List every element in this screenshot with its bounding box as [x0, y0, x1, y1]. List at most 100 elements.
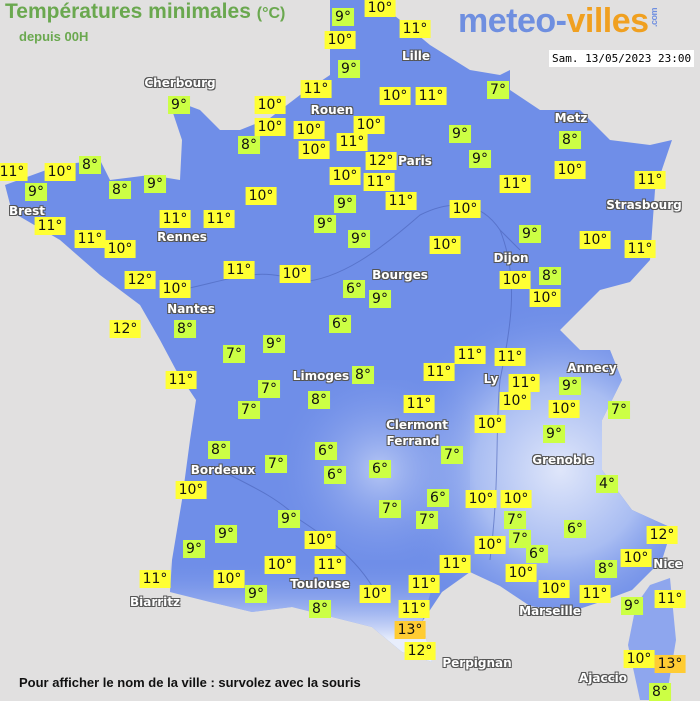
temperature-label[interactable]: 10° [213, 570, 245, 588]
temperature-label[interactable]: 11° [415, 87, 447, 105]
temperature-label[interactable]: 8° [109, 181, 131, 199]
temperature-label[interactable]: 10° [279, 265, 311, 283]
temperature-label[interactable]: 9° [314, 215, 336, 233]
temperature-label[interactable]: 10° [465, 490, 497, 508]
temperature-label[interactable]: 9° [25, 183, 47, 201]
temperature-label[interactable]: 11° [423, 363, 455, 381]
temperature-label[interactable]: 6° [315, 442, 337, 460]
temperature-label[interactable]: 6° [343, 280, 365, 298]
temperature-label[interactable]: 13° [394, 621, 426, 639]
temperature-label[interactable]: 6° [369, 460, 391, 478]
temperature-label[interactable]: 9° [449, 125, 471, 143]
temperature-label[interactable]: 6° [526, 545, 548, 563]
temperature-label[interactable]: 8° [174, 320, 196, 338]
temperature-label[interactable]: 8° [559, 131, 581, 149]
temperature-label[interactable]: 9° [348, 230, 370, 248]
temperature-label[interactable]: 9° [144, 175, 166, 193]
temperature-label[interactable]: 10° [379, 87, 411, 105]
temperature-label[interactable]: 11° [363, 173, 395, 191]
temperature-label[interactable]: 11° [454, 346, 486, 364]
temperature-label[interactable]: 10° [623, 650, 655, 668]
temperature-label[interactable]: 8° [208, 441, 230, 459]
temperature-label[interactable]: 10° [324, 31, 356, 49]
temperature-label[interactable]: 9° [519, 225, 541, 243]
temperature-label[interactable]: 11° [624, 240, 656, 258]
temperature-label[interactable]: 11° [74, 230, 106, 248]
temperature-label[interactable]: 10° [175, 481, 207, 499]
temperature-label[interactable]: 10° [104, 240, 136, 258]
temperature-label[interactable]: 10° [304, 531, 336, 549]
temperature-label[interactable]: 10° [298, 141, 330, 159]
temperature-label[interactable]: 11° [165, 371, 197, 389]
temperature-label[interactable]: 10° [538, 580, 570, 598]
temperature-label[interactable]: 8° [308, 391, 330, 409]
temperature-label[interactable]: 10° [359, 585, 391, 603]
temperature-label[interactable]: 7° [487, 81, 509, 99]
temperature-label[interactable]: 11° [634, 171, 666, 189]
temperature-label[interactable]: 9° [183, 540, 205, 558]
temperature-label[interactable]: 11° [336, 133, 368, 151]
temperature-label[interactable]: 7° [238, 401, 260, 419]
temperature-label[interactable]: 10° [254, 118, 286, 136]
temperature-label[interactable]: 11° [499, 175, 531, 193]
temperature-label[interactable]: 10° [529, 289, 561, 307]
temperature-label[interactable]: 8° [352, 366, 374, 384]
temperature-label[interactable]: 11° [508, 374, 540, 392]
temperature-label[interactable]: 10° [499, 392, 531, 410]
temperature-label[interactable]: 9° [369, 290, 391, 308]
temperature-label[interactable]: 10° [264, 556, 296, 574]
temperature-label[interactable]: 11° [203, 210, 235, 228]
temperature-label[interactable]: 7° [258, 380, 280, 398]
temperature-label[interactable]: 8° [309, 600, 331, 618]
temperature-label[interactable]: 7° [416, 511, 438, 529]
temperature-label[interactable]: 9° [334, 195, 356, 213]
temperature-label[interactable]: 10° [159, 280, 191, 298]
temperature-label[interactable]: 11° [654, 590, 686, 608]
temperature-label[interactable]: 11° [494, 348, 526, 366]
temperature-label[interactable]: 9° [543, 425, 565, 443]
temperature-label[interactable]: 10° [474, 536, 506, 554]
temperature-label[interactable]: 9° [263, 335, 285, 353]
temperature-label[interactable]: 7° [504, 511, 526, 529]
temperature-label[interactable]: 8° [238, 136, 260, 154]
temperature-label[interactable]: 6° [564, 520, 586, 538]
temperature-label[interactable]: 11° [0, 163, 28, 181]
temperature-label[interactable]: 12° [404, 642, 436, 660]
temperature-label[interactable]: 9° [469, 150, 491, 168]
temperature-label[interactable]: 10° [505, 564, 537, 582]
temperature-label[interactable]: 10° [620, 549, 652, 567]
temperature-label[interactable]: 10° [579, 231, 611, 249]
temperature-label[interactable]: 11° [399, 20, 431, 38]
temperature-label[interactable]: 9° [215, 525, 237, 543]
temperature-label[interactable]: 8° [79, 156, 101, 174]
temperature-label[interactable]: 11° [403, 395, 435, 413]
temperature-label[interactable]: 10° [499, 271, 531, 289]
temperature-label[interactable]: 9° [621, 597, 643, 615]
temperature-label[interactable]: 6° [329, 315, 351, 333]
temperature-label[interactable]: 11° [314, 556, 346, 574]
temperature-label[interactable]: 11° [579, 585, 611, 603]
temperature-label[interactable]: 9° [332, 8, 354, 26]
temperature-label[interactable]: 11° [408, 575, 440, 593]
temperature-label[interactable]: 9° [168, 96, 190, 114]
temperature-label[interactable]: 10° [364, 0, 396, 17]
temperature-label[interactable]: 10° [429, 236, 461, 254]
temperature-label[interactable]: 7° [223, 345, 245, 363]
temperature-label[interactable]: 9° [559, 377, 581, 395]
temperature-label[interactable]: 10° [44, 163, 76, 181]
temperature-label[interactable]: 12° [124, 271, 156, 289]
temperature-label[interactable]: 11° [159, 210, 191, 228]
temperature-label[interactable]: 11° [223, 261, 255, 279]
temperature-label[interactable]: 10° [353, 116, 385, 134]
temperature-label[interactable]: 10° [293, 121, 325, 139]
temperature-label[interactable]: 11° [300, 80, 332, 98]
temperature-label[interactable]: 7° [441, 446, 463, 464]
temperature-label[interactable]: 8° [595, 560, 617, 578]
temperature-label[interactable]: 10° [474, 415, 506, 433]
temperature-label[interactable]: 11° [439, 555, 471, 573]
temperature-label[interactable]: 6° [324, 466, 346, 484]
temperature-label[interactable]: 6° [427, 489, 449, 507]
temperature-label[interactable]: 13° [654, 655, 686, 673]
temperature-label[interactable]: 8° [649, 683, 671, 701]
temperature-label[interactable]: 7° [379, 500, 401, 518]
